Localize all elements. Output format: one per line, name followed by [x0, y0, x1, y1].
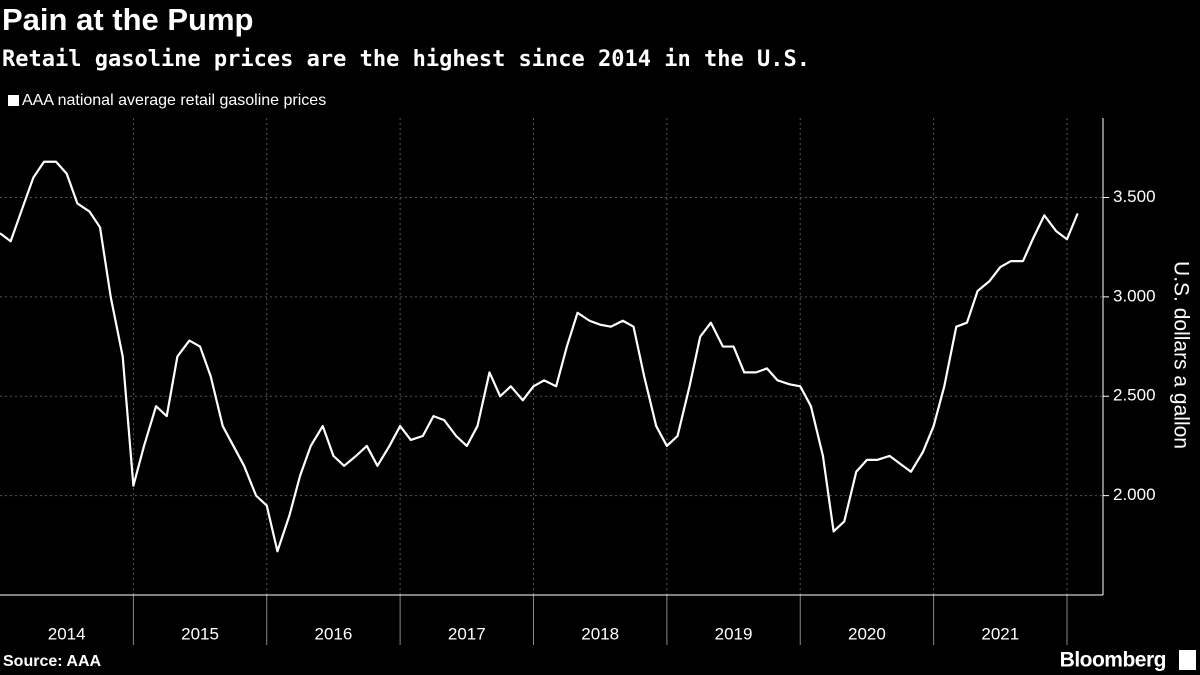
- y-tick-label: 2.500: [1113, 386, 1156, 405]
- y-tick-label: 3.500: [1113, 187, 1156, 206]
- x-tick-label: 2021: [981, 624, 1019, 643]
- x-tick-label: 2017: [448, 624, 486, 643]
- chart-subtitle: Retail gasoline prices are the highest s…: [2, 47, 810, 72]
- legend-label: AAA national average retail gasoline pri…: [22, 92, 326, 109]
- legend-swatch: [8, 95, 19, 106]
- source: Source: AAA: [3, 653, 102, 670]
- y-axis-title: U.S. dollars a gallon: [1169, 261, 1192, 449]
- brand-icon: [1179, 650, 1196, 670]
- price-line: [0, 160, 1079, 553]
- chart-title: Pain at the Pump: [2, 2, 253, 37]
- x-tick-label: 2020: [848, 624, 886, 643]
- x-tick-label: 2019: [715, 624, 753, 643]
- y-tick-label: 2.000: [1113, 485, 1156, 504]
- x-tick-label: 2014: [48, 624, 86, 643]
- brand: Bloomberg: [1060, 649, 1166, 672]
- x-tick-label: 2015: [181, 624, 219, 643]
- x-tick-label: 2018: [581, 624, 619, 643]
- y-tick-label: 3.000: [1113, 286, 1156, 305]
- x-tick-label: 2016: [315, 624, 353, 643]
